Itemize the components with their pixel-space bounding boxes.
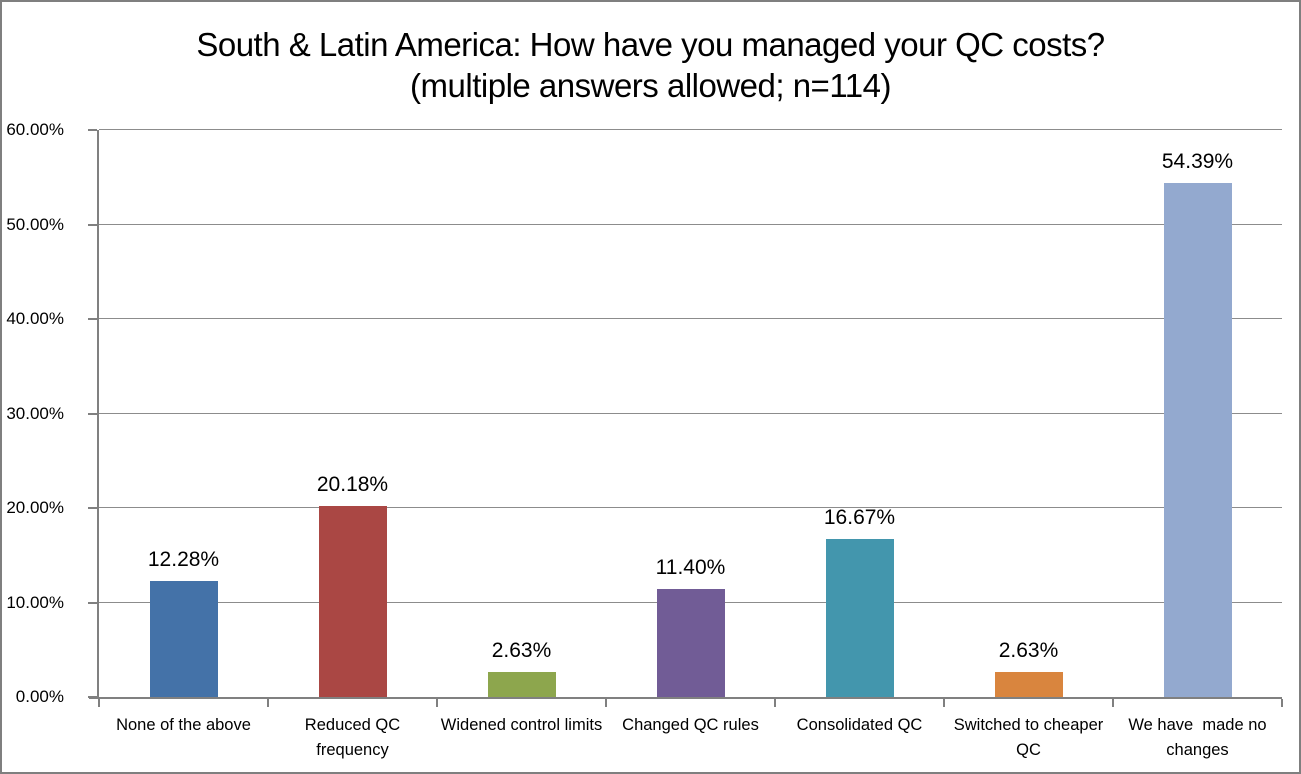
x-axis-tick <box>436 699 438 707</box>
y-axis-tick <box>88 412 97 415</box>
bar-value-label: 11.40% <box>655 556 726 580</box>
x-axis-tick <box>1281 699 1283 707</box>
bar-value-label: 2.63% <box>998 639 1059 663</box>
y-axis-tick <box>88 507 97 509</box>
bar-value-label: 12.28% <box>147 547 220 571</box>
bar-value-label: 16.67% <box>823 506 896 530</box>
gridline <box>99 129 1282 130</box>
y-tick-label: 10.00% <box>6 592 64 612</box>
x-axis-tick <box>267 699 269 707</box>
x-tick-label: Switched to cheaper QC <box>953 716 1108 759</box>
y-tick-label: 20.00% <box>6 498 64 517</box>
y-tick-label: 30.00% <box>6 403 64 423</box>
gridline <box>99 412 1282 414</box>
y-axis-tick <box>88 129 97 131</box>
y-axis-tick <box>88 318 97 320</box>
y-axis-tick <box>88 601 97 604</box>
y-tick-label: 0.00% <box>15 687 64 706</box>
bar <box>656 589 725 697</box>
y-tick-label: 40.00% <box>6 309 64 328</box>
x-axis-tick <box>1112 699 1114 707</box>
bar <box>994 672 1063 697</box>
gridline <box>99 507 1282 508</box>
x-axis-tick <box>605 699 607 707</box>
x-axis-tick <box>943 699 945 707</box>
y-tick-label: 50.00% <box>6 214 64 234</box>
x-tick-label: None of the above <box>116 716 251 734</box>
x-tick-label: Changed QC rules <box>622 716 759 734</box>
y-axis-tick <box>88 696 97 698</box>
plot-area: 0.00% 10.00% 20.00% 30.00% 40.00% 50.00% 60.00… <box>6 120 1283 759</box>
x-tick-label: Reduced QC frequency <box>304 716 405 759</box>
chart-title: South & Latin America: How have you mana… <box>196 26 1105 104</box>
bar <box>1163 183 1232 697</box>
bar <box>487 672 556 697</box>
x-tick-label: Widened control limits <box>440 716 603 734</box>
bar <box>318 506 387 697</box>
y-axis-tick <box>88 223 97 226</box>
x-tick-label: Consolidated QC <box>796 716 923 734</box>
x-tick-label: We have made no changes <box>1128 716 1272 759</box>
y-tick-label: 60.00% <box>6 120 64 139</box>
bar <box>825 539 894 697</box>
gridline <box>99 223 1282 225</box>
y-axis-line <box>97 130 99 697</box>
x-axis-tick <box>774 699 776 707</box>
bar <box>149 580 218 697</box>
x-axis-line <box>89 697 1282 699</box>
x-axis-tick <box>98 699 100 707</box>
gridline <box>99 318 1282 319</box>
bar-value-label: 2.63% <box>491 639 552 663</box>
bar-value-label: 20.18% <box>316 473 389 497</box>
bar-value-label: 54.39% <box>1161 150 1234 174</box>
